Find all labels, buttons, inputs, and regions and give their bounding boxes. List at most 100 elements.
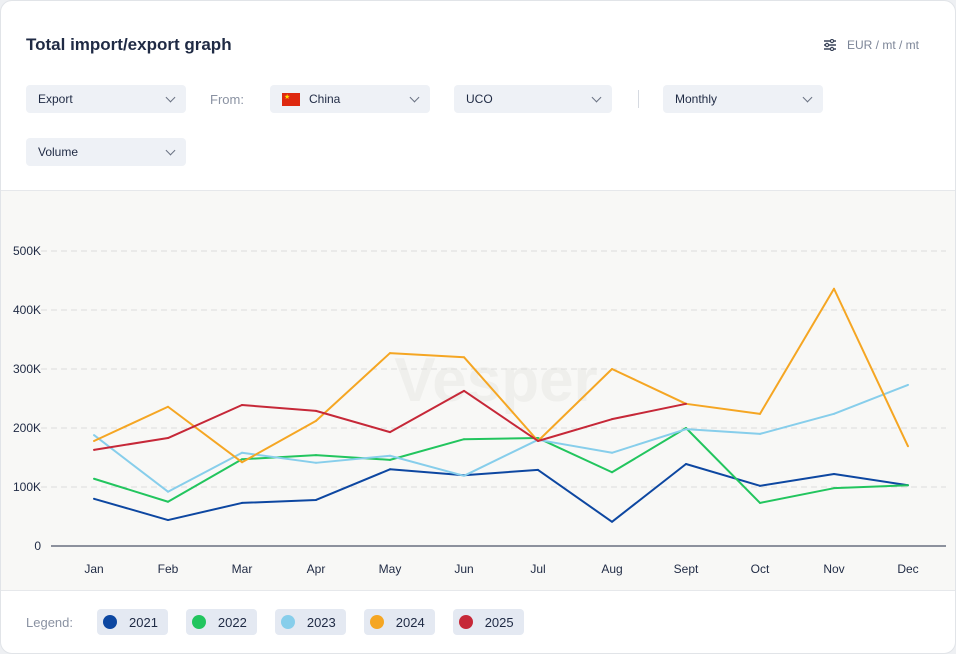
period-select[interactable]: Monthly [663, 85, 823, 113]
legend-item-2025[interactable]: 2025 [452, 609, 524, 635]
period-value: Monthly [675, 92, 718, 106]
data-point-2023 [167, 490, 169, 493]
legend: Legend: 2021 2022 2023 2024 2025 [26, 609, 542, 635]
data-point-2023 [389, 454, 391, 457]
unit-label: EUR / mt / mt [847, 38, 919, 52]
data-point-2022 [241, 458, 243, 461]
data-point-2023 [759, 432, 761, 435]
data-point-2023 [463, 474, 465, 477]
data-point-2024 [241, 461, 243, 464]
data-point-2022 [93, 477, 95, 480]
legend-label: Legend: [26, 614, 73, 630]
data-point-2025 [167, 437, 169, 440]
x-tick-label: Sept [674, 562, 699, 576]
data-point-2025 [611, 418, 613, 421]
country-value: China [309, 91, 341, 106]
data-point-2025 [315, 409, 317, 412]
data-point-2021 [685, 462, 687, 465]
china-flag-icon [282, 93, 300, 107]
data-point-2022 [611, 471, 613, 474]
x-tick-label: Jan [84, 562, 103, 576]
data-point-2025 [241, 403, 243, 406]
data-point-2021 [537, 468, 539, 471]
data-point-2023 [611, 451, 613, 454]
data-point-2021 [611, 520, 613, 523]
metric-select[interactable]: Volume [26, 138, 186, 166]
data-point-2024 [611, 368, 613, 370]
legend-item-label: 2022 [217, 614, 247, 630]
x-tick-label: Jul [530, 562, 545, 576]
metric-value: Volume [38, 145, 79, 159]
y-tick-label: 500K [13, 244, 41, 258]
legend-item-2024[interactable]: 2024 [363, 609, 435, 635]
data-point-2021 [759, 484, 761, 487]
x-tick-label: Jun [454, 562, 473, 576]
data-point-2023 [833, 412, 835, 415]
data-point-2025 [389, 431, 391, 434]
data-point-2025 [463, 389, 465, 392]
direction-value: Export [38, 92, 73, 106]
y-tick-label: 200K [13, 421, 41, 435]
y-tick-label: 100K [13, 480, 41, 494]
product-select[interactable]: UCO [454, 85, 612, 113]
data-point-2024 [463, 356, 465, 359]
data-point-2022 [463, 438, 465, 441]
legend-dot-icon [191, 615, 206, 629]
data-point-2022 [167, 500, 169, 503]
data-point-2021 [315, 498, 317, 501]
data-point-2021 [241, 501, 243, 504]
y-tick-label: 0 [34, 539, 41, 553]
page-title: Total import/export graph [26, 35, 232, 54]
data-point-2024 [759, 412, 761, 415]
filter-divider [638, 90, 639, 108]
data-point-2024 [389, 352, 391, 355]
y-tick-label: 300K [13, 362, 41, 376]
data-point-2024 [907, 445, 909, 448]
x-tick-label: Feb [158, 562, 179, 576]
legend-item-2021[interactable]: 2021 [97, 609, 168, 635]
x-tick-label: Nov [823, 562, 844, 576]
data-point-2022 [833, 487, 835, 490]
x-tick-label: Oct [751, 562, 770, 576]
country-select[interactable]: China [270, 85, 430, 113]
data-point-2021 [389, 468, 391, 471]
direction-select[interactable]: Export [26, 85, 186, 113]
series-line-2021 [93, 462, 909, 523]
x-tick-label: May [379, 562, 402, 576]
data-point-2021 [167, 519, 169, 522]
data-point-2023 [685, 428, 687, 431]
legend-dot-icon [103, 615, 117, 629]
legend-item-label: 2023 [306, 614, 336, 630]
data-point-2025 [537, 439, 539, 442]
data-point-2025 [93, 448, 95, 451]
x-tick-label: Mar [232, 562, 253, 576]
x-tick-label: Apr [307, 562, 326, 576]
data-point-2024 [315, 419, 317, 422]
data-point-2023 [315, 461, 317, 464]
sliders-icon [824, 39, 836, 51]
product-value: UCO [466, 92, 493, 106]
legend-item-2022[interactable]: 2022 [185, 609, 257, 635]
legend-item-label: 2024 [395, 614, 425, 630]
legend-dot-icon [280, 615, 295, 629]
legend-item-2023[interactable]: 2023 [274, 609, 346, 635]
series-line-2023 [93, 383, 909, 493]
legend-dot-icon [369, 615, 384, 629]
data-point-2022 [315, 454, 317, 457]
chart-area [1, 190, 955, 591]
unit-selector[interactable]: EUR / mt / mt [823, 38, 919, 52]
legend-item-label: 2021 [129, 614, 158, 630]
x-tick-label: Dec [897, 562, 918, 576]
data-point-2022 [759, 501, 761, 504]
data-point-2024 [833, 287, 835, 290]
x-tick-label: Aug [601, 562, 622, 576]
series-line-2022 [93, 427, 909, 504]
vesper-watermark: Vesper [394, 346, 597, 415]
data-point-2024 [93, 439, 95, 442]
data-point-2023 [93, 434, 95, 437]
data-point-2022 [389, 458, 391, 461]
legend-dot-icon [458, 615, 473, 629]
from-label: From: [210, 92, 244, 107]
